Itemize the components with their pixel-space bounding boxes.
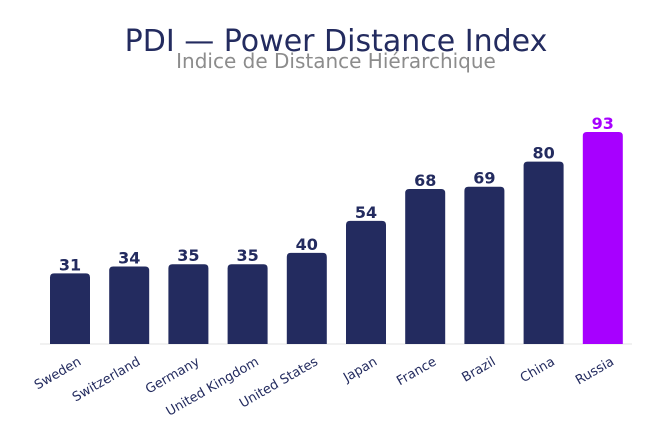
bar-united-kingdom [227,264,268,344]
bar-switzerland [109,266,150,344]
bar-japan [346,220,386,344]
bar-china [523,161,564,344]
x-tick-label-russia: Russia [573,354,617,388]
value-label-japan: 54 [355,203,377,222]
x-tick-label-japan: Japan [340,354,380,386]
value-label-sweden: 31 [59,255,81,274]
value-label-united-kingdom: 35 [236,246,258,265]
value-label-france: 68 [414,171,436,190]
bar-russia [582,132,623,344]
x-tick-label-france: France [394,354,439,389]
bar-brazil [464,186,505,344]
value-label-group: 31 34 35 35 40 54 68 69 80 93 [59,114,614,274]
bar-france [405,188,446,344]
value-label-russia: 93 [592,114,614,133]
chart-title: PDI — Power Distance Index [125,24,548,59]
bar-group [50,132,623,344]
bar-united-states [286,252,327,344]
bar-sweden [50,273,90,344]
value-label-china: 80 [532,144,554,163]
chart-subtitle: Indice de Distance Hiérarchique [176,49,496,73]
value-label-united-states: 40 [296,235,318,254]
x-tick-label-switzerland: Switzerland [70,354,143,405]
value-label-switzerland: 34 [118,248,140,267]
x-tick-label-sweden: Sweden [32,354,84,393]
value-label-germany: 35 [177,246,199,265]
x-tick-label-brazil: Brazil [459,354,498,385]
bar-germany [168,264,209,344]
x-tick-label-china: China [518,354,558,386]
value-label-brazil: 69 [473,169,495,188]
